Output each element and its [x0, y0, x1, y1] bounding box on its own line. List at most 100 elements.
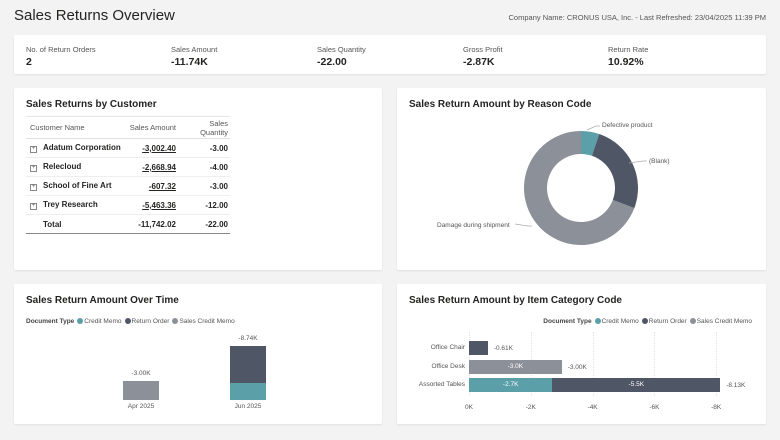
slice-label: (Blank)	[649, 158, 670, 165]
column-segment[interactable]	[230, 345, 266, 384]
plus-box-icon[interactable]: +	[30, 146, 37, 153]
kpi-label: Gross Profit	[463, 45, 503, 54]
kpi-label: Sales Quantity	[317, 45, 366, 54]
col-header[interactable]: Sales Amount	[126, 116, 178, 139]
col-header[interactable]: Customer Name	[26, 116, 126, 139]
donut-slice[interactable]	[591, 134, 638, 209]
kpi-value: 2	[26, 56, 32, 68]
qty: -3.00	[178, 138, 230, 158]
bar-segment[interactable]	[469, 360, 562, 374]
qty: -3.00	[178, 176, 230, 196]
kpi-value: -2.87K	[463, 56, 495, 68]
bar-segment[interactable]	[469, 378, 553, 392]
customer-name: Adatum Corporation	[43, 143, 121, 152]
x-tick-label: Jun 2025	[234, 403, 262, 410]
gridline[interactable]	[716, 332, 718, 396]
gridline[interactable]	[592, 332, 594, 396]
kpi-sales-quantity: Sales Quantity -22.00	[317, 45, 366, 68]
donut-chart	[514, 125, 647, 245]
qty: -12.00	[178, 195, 230, 215]
legend-dot	[77, 318, 84, 324]
legend-item[interactable]: Credit Memo	[601, 318, 639, 325]
amount-link[interactable]: -607.32	[126, 176, 178, 196]
qty: -4.00	[178, 157, 230, 177]
card-title: Sales Return Amount by Reason Code	[409, 99, 592, 110]
bar-segment[interactable]	[552, 378, 721, 392]
column-segment[interactable]	[123, 381, 159, 400]
segment-label: -5.5K	[628, 381, 645, 388]
plus-box-icon[interactable]: +	[30, 184, 37, 191]
kpi-card: No. of Return Orders 2 Sales Amount -11.74…	[14, 35, 766, 74]
reason-code-card: Sales Return Amount by Reason Code Defec…	[397, 88, 766, 270]
bar-segment[interactable]	[469, 341, 488, 355]
donut-slice[interactable]	[581, 131, 600, 156]
refresh-info: Company Name: CRONUS USA, Inc. - Last Re…	[508, 13, 766, 22]
x-tick-label: Apr 2025	[127, 403, 155, 410]
col-header[interactable]: Sales Quantity	[178, 116, 230, 139]
total-label: -8.13K	[726, 382, 746, 389]
customer-name: School of Fine Art	[43, 181, 112, 190]
x-tick-label: -8K	[711, 404, 722, 411]
legend-title: Document Type	[543, 318, 592, 325]
column-segment[interactable]	[230, 383, 266, 400]
total-label: -3.00K	[131, 370, 151, 378]
segment-label: -2.7K	[502, 381, 519, 388]
x-tick-label: -6K	[649, 404, 660, 411]
legend-dot	[172, 318, 179, 324]
chart-legend: Document Type Credit Memo Return Order Sale…	[543, 318, 752, 325]
kpi-return-rate: Return Rate 10.92%	[608, 45, 648, 68]
legend-item[interactable]: Sales Credit Memo	[179, 318, 235, 325]
leader-line	[586, 125, 600, 131]
over-time-card: Sales Return Amount Over Time Document T…	[14, 284, 382, 424]
customer-table: Customer Name Sales Amount Sales Quantity …	[26, 116, 230, 234]
leader-line	[514, 223, 532, 227]
category-label: Assorted Tables	[418, 381, 465, 388]
slice-label: Defective product	[602, 122, 653, 129]
item-category-card: Sales Return Amount by Item Category Cod…	[397, 284, 766, 424]
legend-item[interactable]: Sales Credit Memo	[696, 318, 752, 325]
x-tick-label: 0K	[465, 404, 473, 411]
customer-name: Relecloud	[43, 162, 82, 171]
total-qty: -22.00	[178, 214, 230, 234]
legend-dot	[124, 318, 131, 324]
legend-item[interactable]: Credit Memo	[84, 318, 122, 325]
kpi-value: 10.92%	[608, 56, 644, 68]
table-row: + Relecloud -2,668.94 -4.00	[26, 157, 230, 177]
kpi-return-orders: No. of Return Orders 2	[26, 45, 96, 68]
card-title: Sales Returns by Customer	[26, 99, 157, 110]
legend-dot	[689, 318, 696, 324]
amount-link[interactable]: -2,668.94	[126, 157, 178, 177]
legend-item[interactable]: Return Order	[648, 318, 687, 325]
legend-item[interactable]: Return Order	[131, 318, 170, 325]
table-row: + School of Fine Art -607.32 -3.00	[26, 176, 230, 196]
plus-box-icon[interactable]: +	[30, 165, 37, 172]
amount-link[interactable]: -5,463.36	[126, 195, 178, 215]
slice-label: Damage during shipment	[437, 222, 510, 229]
plus-box-icon[interactable]: +	[30, 203, 37, 210]
amount-link[interactable]: -3,002.40	[126, 138, 178, 158]
x-tick-label: -4K	[587, 404, 598, 411]
kpi-sales-amount: Sales Amount -11.74K	[171, 45, 217, 68]
donut-slice[interactable]	[524, 131, 635, 245]
total-row: Total -11,742.02 -22.00	[26, 214, 230, 234]
category-label: Office Desk	[431, 363, 465, 370]
leader-line	[628, 160, 647, 164]
legend-title: Document Type	[26, 318, 75, 325]
total-amount: -11,742.02	[126, 214, 178, 234]
customer-table-card: Sales Returns by Customer Customer Name S…	[14, 88, 382, 270]
kpi-value: -22.00	[317, 56, 347, 68]
kpi-label: Sales Amount	[171, 45, 218, 54]
card-title: Sales Return Amount by Item Category Cod…	[409, 295, 622, 306]
x-tick-label: -2K	[525, 404, 536, 411]
category-label: Office Chair	[430, 344, 465, 351]
total-label: -8.74K	[238, 334, 258, 342]
kpi-label: Return Rate	[608, 45, 649, 54]
legend-dot	[641, 318, 648, 324]
gridline[interactable]	[654, 332, 656, 396]
page-title: Sales Returns Overview	[14, 7, 175, 24]
legend-dot	[594, 318, 601, 324]
kpi-value: -11.74K	[171, 56, 208, 68]
table-row: + Trey Research -5,463.36 -12.00	[26, 195, 230, 215]
kpi-gross-profit: Gross Profit -2.87K	[463, 45, 503, 68]
kpi-label: No. of Return Orders	[26, 45, 96, 54]
